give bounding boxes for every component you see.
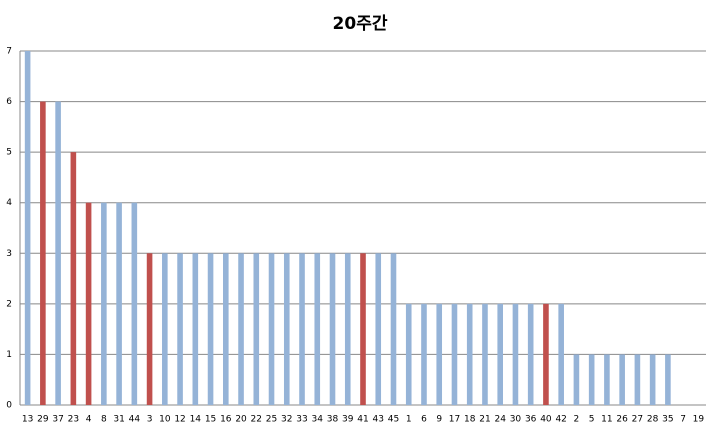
x-tick-label: 31 [113, 415, 124, 425]
bar [299, 253, 305, 405]
bar [604, 354, 610, 405]
bar [70, 152, 77, 405]
x-tick-label: 3 [147, 415, 153, 425]
bar [344, 253, 351, 405]
x-tick-label: 32 [281, 415, 292, 425]
x-tick-label: 44 [129, 415, 141, 425]
x-tick-label: 12 [174, 415, 185, 425]
x-tick-label: 6 [421, 415, 427, 425]
bar [101, 202, 107, 405]
bar [85, 202, 92, 405]
bar [192, 253, 199, 405]
x-tick-label: 39 [342, 415, 354, 425]
x-tick-label: 19 [693, 415, 705, 425]
bar [527, 303, 534, 405]
y-tick-label: 3 [6, 249, 12, 259]
x-tick-label: 43 [373, 415, 384, 425]
x-tick-label: 29 [37, 415, 49, 425]
x-tick-label: 42 [555, 415, 566, 425]
x-tick-label: 27 [632, 415, 643, 425]
y-tick-label: 5 [6, 148, 12, 158]
bar [649, 354, 656, 405]
bar [482, 303, 488, 405]
x-tick-label: 34 [312, 415, 324, 425]
bar [40, 101, 46, 406]
x-tick-label: 20 [235, 415, 247, 425]
x-tick-label: 25 [266, 415, 277, 425]
x-tick-label: 24 [494, 415, 506, 425]
bar [573, 354, 580, 405]
y-tick-label: 2 [6, 299, 12, 309]
bar [558, 303, 564, 405]
x-tick-label: 13 [22, 415, 33, 425]
x-tick-label: 41 [357, 415, 368, 425]
y-tick-label: 0 [6, 401, 12, 411]
x-tick-label: 35 [662, 415, 673, 425]
x-tick-label: 28 [647, 415, 659, 425]
x-tick-label: 21 [479, 415, 490, 425]
bar [665, 354, 671, 405]
x-tick-label: 2 [574, 415, 580, 425]
x-tick-label: 33 [296, 415, 307, 425]
bar [253, 253, 260, 405]
bar [634, 354, 641, 405]
bar [177, 253, 183, 405]
x-tick-label: 23 [68, 415, 79, 425]
bar [24, 51, 31, 405]
bar [512, 303, 519, 405]
x-tick-label: 1 [406, 415, 412, 425]
bar [451, 303, 458, 405]
chart-title: 20주간 [333, 14, 388, 34]
bar [497, 303, 503, 405]
bar [360, 253, 366, 405]
x-tick-label: 11 [601, 415, 612, 425]
x-tick-label: 17 [449, 415, 460, 425]
x-tick-label: 18 [464, 415, 476, 425]
y-tick-label: 6 [6, 97, 12, 107]
bar [238, 253, 244, 405]
bar [146, 253, 153, 405]
bar [223, 253, 229, 405]
bar [588, 354, 595, 405]
y-tick-label: 1 [6, 350, 12, 360]
y-tick-label: 4 [6, 198, 12, 208]
x-tick-label: 9 [436, 415, 442, 425]
bar [405, 303, 412, 405]
bar [55, 101, 61, 406]
bar [375, 253, 382, 405]
x-tick-label: 45 [388, 415, 399, 425]
bar [421, 303, 427, 405]
x-tick-label: 14 [190, 415, 202, 425]
bar [207, 253, 214, 405]
x-tick-label: 10 [159, 415, 171, 425]
x-tick-label: 37 [52, 415, 63, 425]
bar [162, 253, 168, 405]
bar [436, 303, 443, 405]
bar [283, 253, 290, 405]
x-tick-label: 8 [101, 415, 107, 425]
y-tick-label: 7 [6, 47, 12, 57]
x-tick-label: 36 [525, 415, 537, 425]
bar [390, 253, 397, 405]
x-tick-label: 26 [616, 415, 628, 425]
bar [268, 253, 275, 405]
bar [131, 202, 138, 405]
x-tick-label: 16 [220, 415, 232, 425]
bar [543, 303, 549, 405]
x-tick-label: 5 [589, 415, 595, 425]
x-tick-label: 15 [205, 415, 216, 425]
bar [116, 202, 122, 405]
bar [466, 303, 473, 405]
x-tick-label: 40 [540, 415, 552, 425]
bar [329, 253, 336, 405]
x-tick-label: 30 [510, 415, 522, 425]
x-tick-label: 7 [680, 415, 686, 425]
bar [619, 354, 625, 405]
x-tick-label: 22 [251, 415, 262, 425]
x-tick-label: 38 [327, 415, 339, 425]
x-tick-label: 4 [86, 415, 92, 425]
bar [314, 253, 321, 405]
